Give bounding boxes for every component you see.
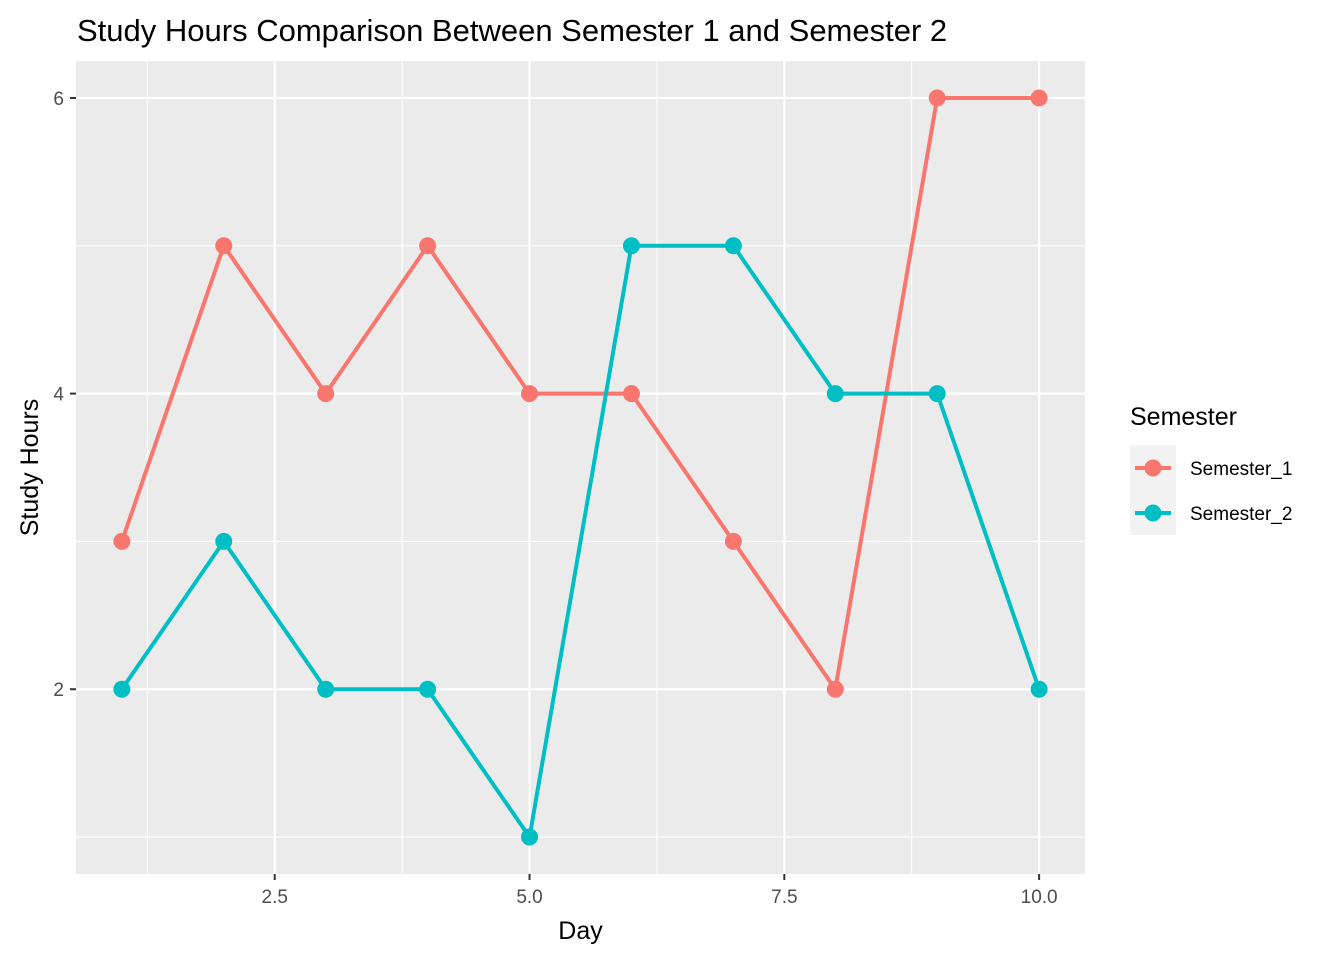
series-points [113, 89, 1048, 846]
legend-items: Semester_1 Semester_2 [1130, 445, 1292, 535]
semester-2-point [521, 828, 539, 846]
semester-2-point [1030, 680, 1048, 698]
semester-1-point [724, 532, 742, 550]
semester-1-point [826, 680, 844, 698]
semester-2-point [113, 680, 131, 698]
chart-title: Study Hours Comparison Between Semester … [77, 13, 947, 48]
legend-title: Semester [1130, 403, 1237, 431]
semester-1-point [622, 385, 640, 403]
semester-1-point [521, 385, 539, 403]
x-axis-title: Day [558, 917, 603, 945]
semester-2-point [622, 237, 640, 255]
semester-1-point [317, 385, 335, 403]
semester-1-point [419, 237, 437, 255]
x-axis: 2.5 5.0 7.5 10.0 [262, 874, 1058, 908]
x-tick-label: 10.0 [1021, 887, 1058, 908]
x-tick-label: 2.5 [262, 887, 288, 908]
semester-2-legend-label: Semester_2 [1190, 504, 1292, 525]
semester-2-point [928, 385, 946, 403]
x-tick-label: 5.0 [516, 887, 542, 908]
y-tick-label: 2 [53, 680, 64, 701]
semester-1-point [928, 89, 946, 107]
semester-1-legend-label: Semester_1 [1190, 459, 1292, 480]
y-axis: 2 4 6 [53, 89, 76, 701]
semester-1-legend-marker [1144, 459, 1162, 477]
legend: Semester Semester_1 Semester_2 [1130, 403, 1292, 535]
semester-2-point [724, 237, 742, 255]
series-lines [119, 95, 1042, 840]
semester-2-point [317, 680, 335, 698]
semester-2-legend-marker [1144, 504, 1162, 522]
semester-1-point [215, 237, 233, 255]
y-tick-label: 4 [53, 385, 64, 406]
semester-1-point [113, 532, 131, 550]
semester-1-point [1030, 89, 1048, 107]
plot-panel [76, 61, 1085, 874]
semester-2-point [215, 532, 233, 550]
semester-2-point [826, 385, 844, 403]
semester-2-point [419, 680, 437, 698]
y-tick-label: 6 [53, 89, 64, 110]
x-tick-label: 7.5 [771, 887, 797, 908]
semester-2-line [120, 243, 1042, 840]
y-axis-title: Study Hours [16, 399, 44, 537]
